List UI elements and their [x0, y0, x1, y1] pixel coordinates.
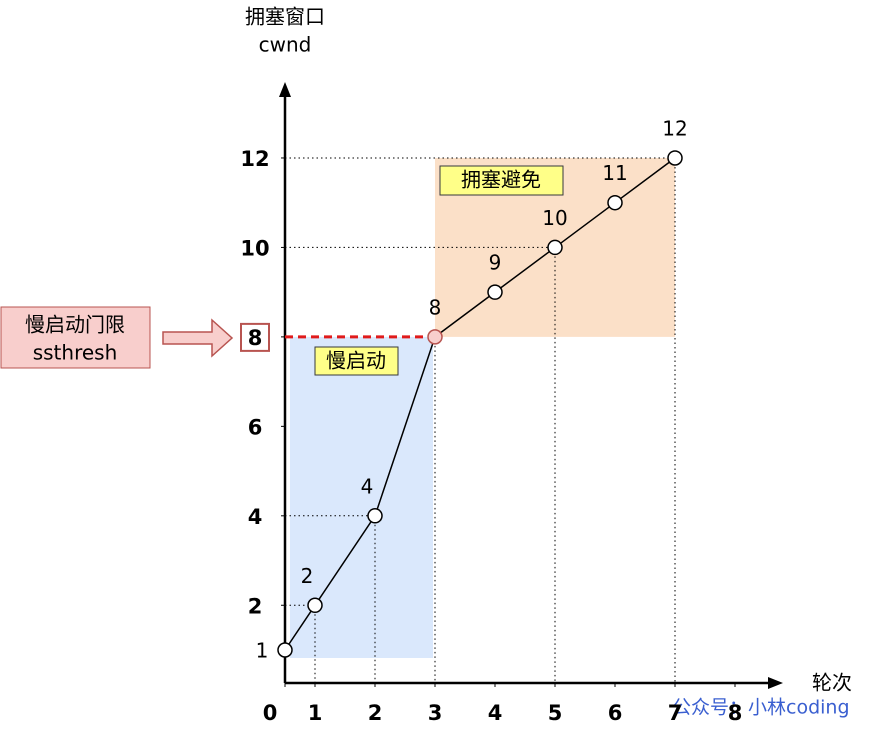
threshold-arrow — [162, 318, 234, 358]
x-tick-label: 1 — [308, 701, 323, 725]
y-axis-abbr: cwnd — [259, 33, 312, 57]
region-label-box — [314, 346, 399, 376]
y-axis-title: 拥塞窗口 — [245, 5, 325, 29]
data-label: 8 — [429, 295, 442, 319]
data-label: 12 — [662, 116, 687, 140]
line — [284, 157, 676, 651]
x-tick-label: 5 — [548, 701, 563, 725]
data-label: 9 — [489, 251, 502, 275]
x-tick-label: 2 — [368, 701, 383, 725]
region-label: 拥塞避免 — [461, 168, 541, 192]
y-tick-label: 1 — [256, 639, 269, 663]
region-label-box — [439, 165, 564, 196]
watermark: 公众号：小林coding — [672, 697, 850, 719]
y-tick-label: 10 — [240, 236, 269, 260]
data-label: 10 — [542, 206, 567, 230]
threshold-tick-box — [240, 322, 270, 352]
y-tick-label: 8 — [248, 326, 263, 350]
threshold-label: ssthresh — [33, 341, 118, 365]
y-tick-label: 2 — [248, 594, 263, 618]
y-tick-label: 6 — [248, 415, 263, 439]
region-label: 慢启动 — [326, 349, 386, 373]
x-tick-label: 0 — [263, 701, 278, 725]
y-axis-arrow — [279, 82, 291, 97]
x-tick-label: 3 — [428, 701, 443, 725]
point — [487, 284, 503, 300]
y-tick-label: 12 — [240, 147, 269, 171]
x-tick-label: 4 — [488, 701, 503, 725]
threshold-label: 慢启动门限 — [25, 313, 125, 337]
threshold-box — [0, 306, 151, 369]
point — [367, 508, 383, 524]
point — [307, 597, 323, 614]
point — [607, 194, 623, 211]
data-label: 11 — [602, 161, 627, 185]
y-tick-label: 4 — [248, 505, 263, 529]
x-axis-title: 轮次 — [812, 671, 852, 695]
point — [547, 239, 563, 256]
point — [277, 642, 293, 658]
data-label: 2 — [301, 564, 314, 588]
x-tick-label: 8 — [728, 701, 743, 725]
x-axis-arrow — [768, 677, 783, 689]
point — [667, 150, 683, 166]
x-tick-label: 7 — [668, 701, 683, 725]
data-label: 4 — [361, 474, 374, 498]
x-tick-label: 6 — [608, 701, 623, 725]
point — [427, 329, 443, 345]
